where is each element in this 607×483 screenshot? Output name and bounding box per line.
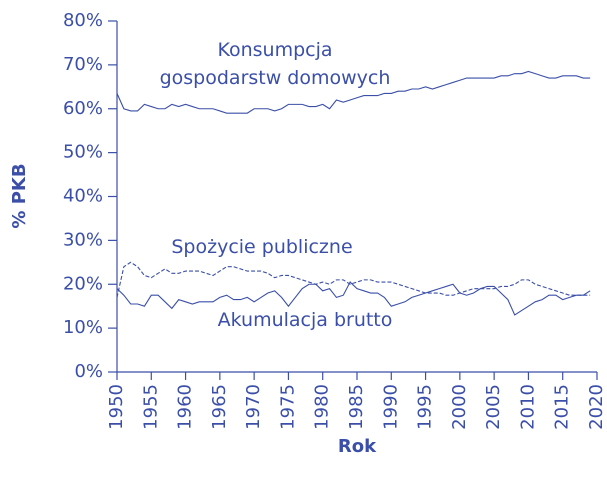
x-tick-label: 1985 (346, 384, 367, 430)
x-tick-label: 2020 (586, 384, 607, 430)
y-tick-label: 20% (63, 273, 103, 294)
x-tick-label: 1980 (312, 384, 333, 430)
y-tick-label: 0% (74, 361, 103, 382)
series-label: Konsumpcja gospodarstw domowych (159, 39, 391, 89)
series-label: Akumulacja brutto (217, 309, 393, 331)
y-tick-label: 50% (63, 142, 103, 163)
x-tick-label: 2015 (552, 384, 573, 430)
x-tick-label: 1970 (243, 384, 264, 430)
y-tick-label: 40% (63, 186, 103, 207)
x-tick-label: 2005 (483, 384, 504, 430)
x-tick-label: 1950 (106, 384, 127, 430)
y-tick-label: 80% (63, 10, 103, 31)
series-line (116, 70, 591, 114)
x-tick-label: 1955 (140, 384, 161, 430)
x-tick-label: 1995 (415, 384, 436, 430)
x-tick-label: 1965 (209, 384, 230, 430)
series-label: Spożycie publiczne (171, 236, 353, 258)
series-line (116, 281, 591, 316)
x-tick-label: 1960 (175, 384, 196, 430)
y-tick-label: 70% (63, 54, 103, 75)
x-tick-label: 2000 (449, 384, 470, 430)
series-line (116, 261, 591, 298)
y-tick-label: 10% (63, 317, 103, 338)
x-tick-label: 1975 (277, 384, 298, 430)
x-tick-label: 2010 (517, 384, 538, 430)
y-axis-title: % PKB (9, 163, 30, 228)
y-tick-label: 60% (63, 98, 103, 119)
y-tick-label: 30% (63, 229, 103, 250)
x-axis-title: Rok (338, 436, 377, 457)
x-tick-label: 1990 (380, 384, 401, 430)
